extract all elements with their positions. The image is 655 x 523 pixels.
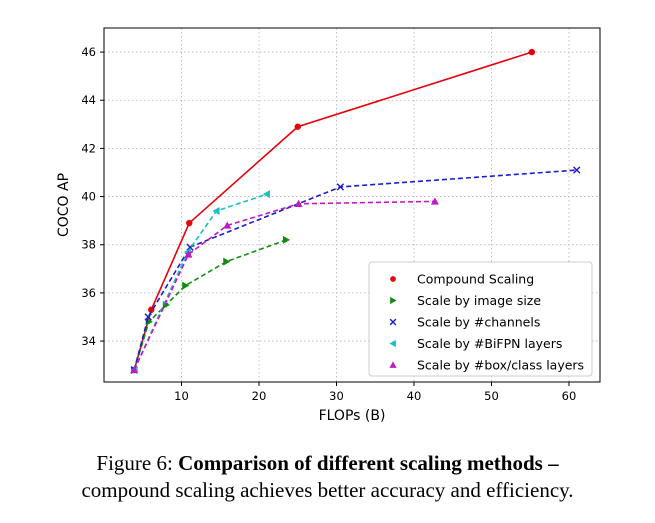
legend-box: [368, 261, 593, 377]
data-point: [294, 123, 301, 130]
x-tick-label: 30: [329, 389, 344, 403]
series-line: [133, 239, 287, 371]
x-axis-label: FLOPs (B): [319, 408, 386, 424]
legend-item: Scale by #BiFPN layers: [389, 336, 562, 351]
data-point: [223, 221, 232, 229]
caption-bold-text: Comparison of different scaling methods …: [178, 451, 559, 475]
legend-label: Scale by #BiFPN layers: [417, 336, 562, 351]
data-point: [182, 281, 190, 290]
legend-item: Scale by #channels: [389, 315, 540, 330]
legend-item: Scale by image size: [390, 293, 541, 308]
y-tick-label: 44: [81, 93, 96, 107]
ticks: 10 20 30 40 50 60 34 36 38 40 42 44 46: [81, 45, 576, 403]
y-tick-label: 38: [81, 238, 96, 252]
data-point: [212, 207, 220, 216]
legend-label: Scale by #channels: [417, 315, 540, 330]
data-point: [130, 365, 139, 374]
data-point: [336, 183, 345, 191]
legend-label: Scale by image size: [417, 293, 541, 308]
caption-rest-text: compound scaling achieves better accurac…: [81, 478, 574, 502]
y-tick-label: 40: [81, 190, 96, 204]
y-tick-label: 42: [81, 141, 96, 155]
x-tick-label: 20: [252, 389, 267, 403]
series-layer: [130, 48, 581, 374]
figure-caption: Figure 6: Comparison of different scalin…: [0, 450, 655, 504]
data-point: [184, 250, 193, 258]
legend: Compound Scaling Scale by image size Scale…: [368, 261, 593, 377]
legend-marker: [389, 339, 396, 348]
legend-item: Scale by #box/class layers: [389, 358, 584, 373]
legend-marker: [390, 296, 397, 305]
x-tick-label: 10: [174, 389, 189, 403]
data-point: [282, 235, 291, 244]
data-point: [430, 197, 439, 205]
data-point: [262, 190, 270, 199]
data-point: [223, 257, 231, 266]
series-3: [130, 190, 270, 374]
y-tick-label: 46: [81, 45, 96, 59]
x-tick-label: 40: [407, 389, 422, 403]
legend-label: Compound Scaling: [417, 272, 534, 287]
plot-frame: [103, 27, 601, 383]
chart: 10 20 30 40 50 60 34 36 38 40 42 44 46 FLOPs (B) COC…: [56, 27, 601, 424]
y-tick-label: 36: [81, 286, 96, 300]
legend-marker: [389, 318, 397, 326]
y-tick-label: 34: [81, 334, 96, 348]
x-tick-label: 50: [484, 389, 499, 403]
data-point: [186, 219, 193, 227]
caption-label: Figure 6:: [96, 451, 173, 475]
data-point: [294, 199, 303, 207]
legend-item: Compound Scaling: [390, 272, 534, 287]
legend-label: Scale by #box/class layers: [417, 358, 584, 373]
legend-marker: [390, 276, 396, 282]
series-line: [133, 193, 268, 371]
data-point: [528, 48, 535, 56]
series-4: [130, 197, 439, 374]
data-point: [144, 313, 152, 321]
x-tick-label: 60: [562, 389, 577, 403]
legend-marker: [389, 361, 397, 368]
data-point: [573, 166, 581, 174]
y-axis-label: COCO AP: [56, 173, 72, 237]
